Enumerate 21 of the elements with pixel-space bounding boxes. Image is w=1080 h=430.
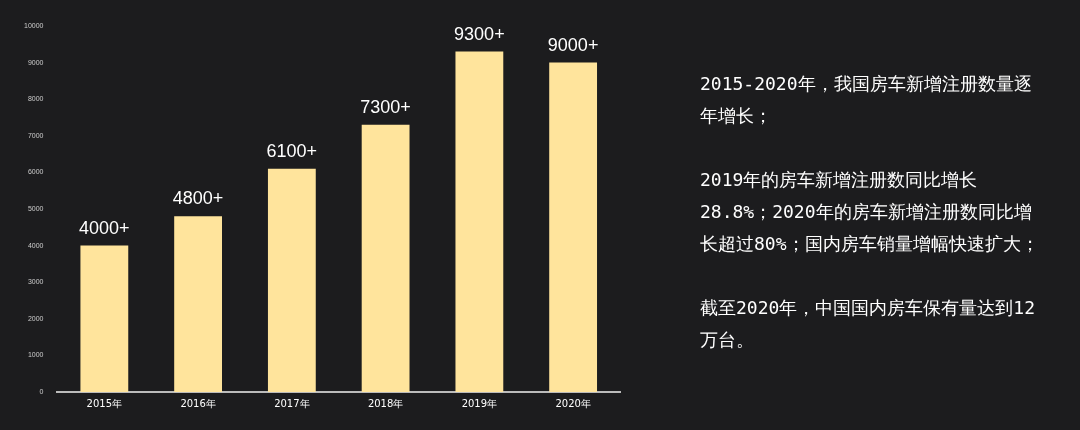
bar <box>267 168 316 392</box>
text: 2015-2020年，我国房车新增注册数量逐年增长； <box>700 72 1033 128</box>
bar <box>80 245 129 392</box>
data-label: 4000+ <box>79 217 130 238</box>
bar <box>361 124 410 392</box>
data-label: 9000+ <box>547 34 599 55</box>
data-label: 7300+ <box>360 96 411 117</box>
text: 2019年的房车新增注册数同比增长28.8%；2020年的房车新增注册数同比增长超过80%；国内房车销量增幅快速扩大； <box>700 168 1040 256</box>
x-tick-label: 2020年 <box>555 397 591 409</box>
x-tick-label: 2017年 <box>274 397 310 409</box>
bar <box>455 51 504 392</box>
data-label: 4800+ <box>172 188 224 209</box>
bar <box>549 62 598 392</box>
bar <box>174 216 223 392</box>
x-tick-label: 2015年 <box>86 397 123 409</box>
data-label: 9300+ <box>454 23 505 44</box>
data-label: 6100+ <box>266 140 318 161</box>
x-tick-label: 2019年 <box>461 397 498 409</box>
text: 截至2020年，中国国内房车保有量达到12万台。 <box>700 296 1037 352</box>
x-tick-label: 2016年 <box>180 397 216 409</box>
x-tick-label: 2018年 <box>367 397 404 409</box>
